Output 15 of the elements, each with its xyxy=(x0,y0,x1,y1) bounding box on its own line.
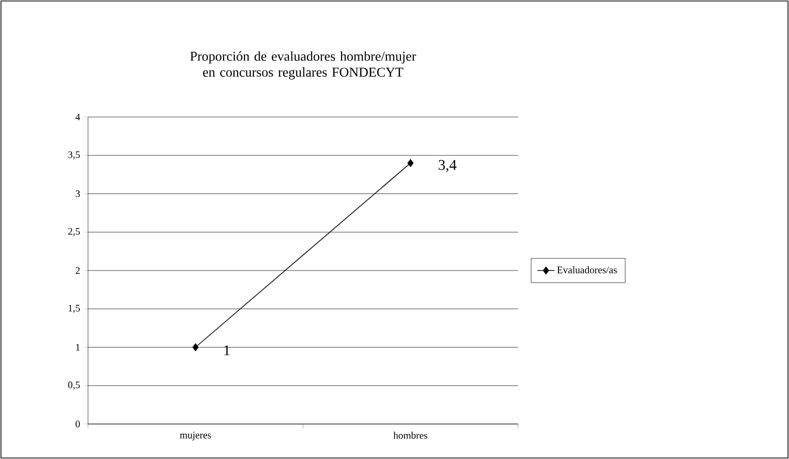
y-tick-label: 3,5 xyxy=(68,151,80,160)
data-label: 1 xyxy=(224,345,230,356)
y-tick-label: 2,5 xyxy=(68,228,80,236)
y-tick-label: 0 xyxy=(76,420,80,428)
data-label: 3,4 xyxy=(438,160,456,172)
y-tick-label: 0,5 xyxy=(68,382,80,390)
y-tick-label: 3 xyxy=(76,190,80,198)
x-tick-label: hombres xyxy=(393,432,428,439)
x-tick-label: mujeres xyxy=(180,432,211,440)
chart-title: Proporción de evaluadores hombre/mujer en concursos regulares FONDECYT xyxy=(190,51,416,80)
y-tick-label: 4 xyxy=(75,114,80,120)
legend-label: Evaluadores/as xyxy=(557,266,617,274)
y-tick-label: 2 xyxy=(76,267,80,274)
y-tick-label: 1,5 xyxy=(68,304,80,313)
y-tick-label: 1 xyxy=(76,344,80,351)
